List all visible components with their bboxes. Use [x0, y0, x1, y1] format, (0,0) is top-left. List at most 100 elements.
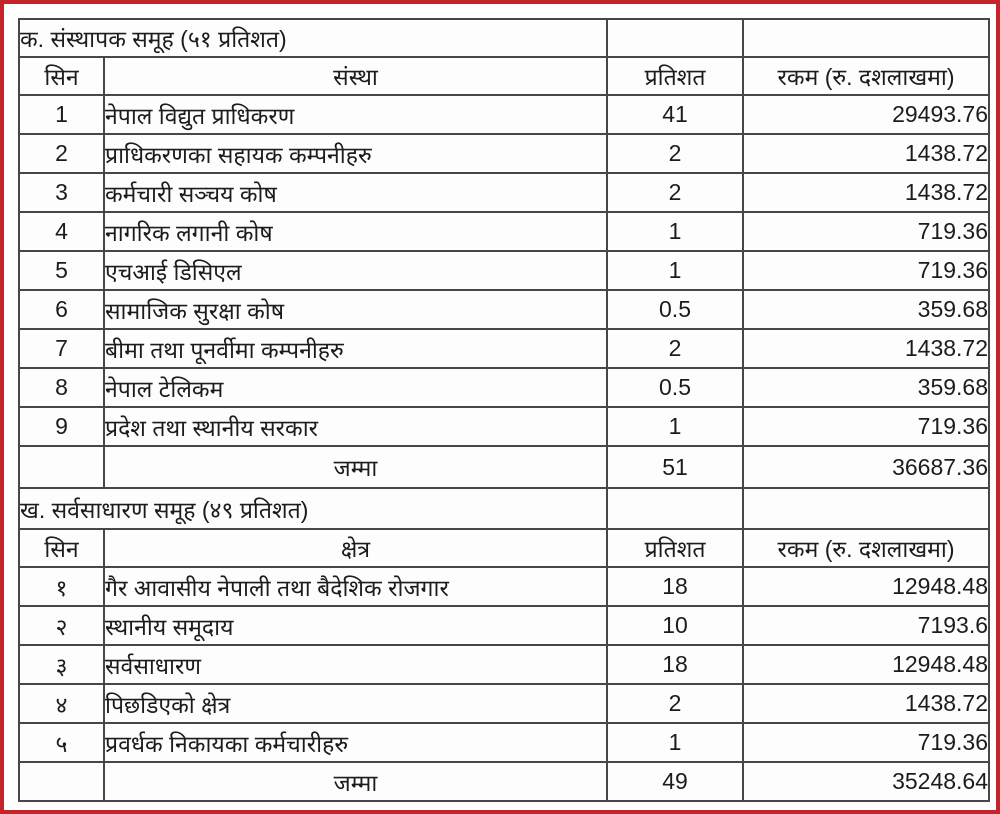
name-cell: स्थानीय समूदाय: [102, 605, 609, 646]
amount-cell: 1438.72: [742, 172, 991, 213]
table-row: 5 एचआई डिसिएल 1 719.36: [18, 250, 991, 291]
percent-cell: 2: [606, 133, 745, 174]
percent-cell: 0.5: [606, 289, 745, 330]
table-row: 9 प्रदेश तथा स्थानीय सरकार 1 719.36: [18, 406, 991, 447]
serial-cell: 1: [18, 94, 105, 135]
section-title: ख. सर्वसाधारण समूह (४९ प्रतिशत): [17, 487, 609, 530]
percent-cell: 2: [606, 172, 745, 213]
total-label-cell: जम्मा: [102, 445, 609, 489]
serial-cell: 8: [18, 367, 105, 408]
amount-cell: 7193.6: [742, 605, 991, 646]
serial-cell: २: [18, 605, 105, 646]
name-cell: सर्वसाधारण: [102, 644, 609, 685]
empty-cell: [18, 761, 105, 802]
serial-cell: ४: [18, 683, 105, 724]
percent-cell: 2: [606, 683, 745, 724]
empty-cell: [742, 487, 991, 530]
name-cell: नेपाल टेलिकम: [102, 367, 609, 408]
serial-cell: ३: [18, 644, 105, 685]
amount-cell: 359.68: [742, 367, 991, 408]
total-amount-cell: 35248.64: [742, 761, 991, 802]
section_a-header-row: सिन संस्था प्रतिशत रकम (रु. दशलाखमा): [18, 56, 991, 96]
section_a-total-row: जम्मा 51 36687.36: [18, 445, 991, 489]
percent-cell: 1: [606, 722, 745, 763]
section_b-title-row: ख. सर्वसाधारण समूह (४९ प्रतिशत): [17, 487, 991, 530]
name-cell: गैर आवासीय नेपाली तथा बैदेशिक रोजगार: [102, 566, 609, 607]
section_b-header-row: सिन क्षेत्र प्रतिशत रकम (रु. दशलाखमा): [18, 528, 991, 568]
section_a-title-row: क. संस्थापक समूह (५१ प्रतिशत): [17, 18, 991, 58]
name-cell: बीमा तथा पूनर्वीमा कम्पनीहरु: [102, 328, 609, 369]
name-cell: प्रवर्धक निकायका कर्मचारीहरु: [102, 722, 609, 763]
amount-cell: 1438.72: [742, 133, 991, 174]
column-header-percent: प्रतिशत: [606, 56, 745, 96]
empty-cell: [606, 18, 745, 58]
percent-cell: 10: [606, 605, 745, 646]
amount-cell: 719.36: [742, 211, 991, 252]
table-row: ३ सर्वसाधारण 18 12948.48: [18, 644, 991, 685]
serial-cell: 5: [18, 250, 105, 291]
table-row: 4 नागरिक लगानी कोष 1 719.36: [18, 211, 991, 252]
percent-cell: 18: [606, 644, 745, 685]
serial-cell: 7: [18, 328, 105, 369]
column-header-name: क्षेत्र: [102, 528, 609, 568]
total-label-cell: जम्मा: [102, 761, 609, 802]
percent-cell: 1: [606, 250, 745, 291]
table-row: ५ प्रवर्धक निकायका कर्मचारीहरु 1 719.36: [18, 722, 991, 763]
amount-cell: 12948.48: [742, 566, 991, 607]
name-cell: प्राधिकरणका सहायक कम्पनीहरु: [102, 133, 609, 174]
table-row: २ स्थानीय समूदाय 10 7193.6: [18, 605, 991, 646]
serial-cell: 6: [18, 289, 105, 330]
total-percent-cell: 51: [606, 445, 745, 489]
name-cell: नागरिक लगानी कोष: [102, 211, 609, 252]
serial-cell: 2: [18, 133, 105, 174]
empty-cell: [18, 445, 105, 489]
percent-cell: 1: [606, 406, 745, 447]
column-header-amount: रकम (रु. दशलाखमा): [742, 56, 991, 96]
section-title: क. संस्थापक समूह (५१ प्रतिशत): [17, 18, 609, 58]
empty-cell: [742, 18, 991, 58]
column-header-name: संस्था: [102, 56, 609, 96]
percent-cell: 41: [606, 94, 745, 135]
percent-cell: 18: [606, 566, 745, 607]
column-header-amount: रकम (रु. दशलाखमा): [742, 528, 991, 568]
serial-cell: 3: [18, 172, 105, 213]
amount-cell: 719.36: [742, 406, 991, 447]
column-header-percent: प्रतिशत: [606, 528, 745, 568]
amount-cell: 1438.72: [742, 683, 991, 724]
percent-cell: 0.5: [606, 367, 745, 408]
table-row: 7 बीमा तथा पूनर्वीमा कम्पनीहरु 2 1438.72: [18, 328, 991, 369]
table-row: 2 प्राधिकरणका सहायक कम्पनीहरु 2 1438.72: [18, 133, 991, 174]
serial-cell: १: [18, 566, 105, 607]
serial-cell: ५: [18, 722, 105, 763]
name-cell: एचआई डिसिएल: [102, 250, 609, 291]
name-cell: नेपाल विद्युत प्राधिकरण: [102, 94, 609, 135]
name-cell: सामाजिक सुरक्षा कोष: [102, 289, 609, 330]
serial-cell: 4: [18, 211, 105, 252]
column-header-sn: सिन: [18, 56, 105, 96]
table-row: ४ पिछडिएको क्षेत्र 2 1438.72: [18, 683, 991, 724]
table-body: क. संस्थापक समूह (५१ प्रतिशत) सिन संस्था प्…: [17, 18, 991, 802]
empty-cell: [606, 487, 745, 530]
name-cell: प्रदेश तथा स्थानीय सरकार: [102, 406, 609, 447]
table-row: 1 नेपाल विद्युत प्राधिकरण 41 29493.76: [18, 94, 991, 135]
name-cell: पिछडिएको क्षेत्र: [102, 683, 609, 724]
table-row: १ गैर आवासीय नेपाली तथा बैदेशिक रोजगार 18 1…: [18, 566, 991, 607]
amount-cell: 12948.48: [742, 644, 991, 685]
total-percent-cell: 49: [606, 761, 745, 802]
amount-cell: 29493.76: [742, 94, 991, 135]
share-allocation-table: क. संस्थापक समूह (५१ प्रतिशत) सिन संस्था प्…: [17, 18, 991, 802]
amount-cell: 719.36: [742, 250, 991, 291]
column-header-sn: सिन: [18, 528, 105, 568]
amount-cell: 719.36: [742, 722, 991, 763]
name-cell: कर्मचारी सञ्चय कोष: [102, 172, 609, 213]
percent-cell: 2: [606, 328, 745, 369]
table-row: 8 नेपाल टेलिकम 0.5 359.68: [18, 367, 991, 408]
serial-cell: 9: [18, 406, 105, 447]
percent-cell: 1: [606, 211, 745, 252]
amount-cell: 1438.72: [742, 328, 991, 369]
total-amount-cell: 36687.36: [742, 445, 991, 489]
section_b-total-row: जम्मा 49 35248.64: [18, 761, 991, 802]
amount-cell: 359.68: [742, 289, 991, 330]
table-row: 6 सामाजिक सुरक्षा कोष 0.5 359.68: [18, 289, 991, 330]
